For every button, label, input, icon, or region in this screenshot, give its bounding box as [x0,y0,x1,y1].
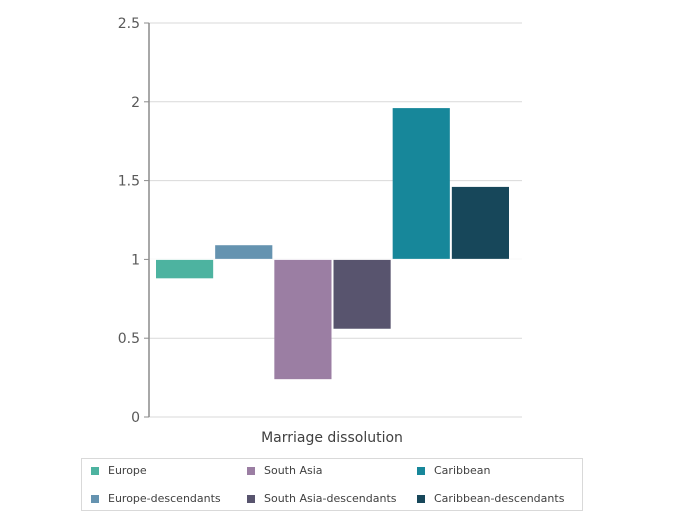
bar-europe [156,259,214,279]
legend-item-caribbean: Caribbean [417,464,490,477]
legend-label: Caribbean-descendants [434,492,565,505]
y-tick-label: 1 [131,252,140,268]
legend-item-europe-descendants: Europe-descendants [91,492,221,505]
legend-swatch [247,466,255,475]
legend-swatch [91,494,99,503]
bar-south-asia-descendants [333,259,391,329]
legend-item-south-asia: South Asia [247,464,323,477]
bar-south-asia [274,259,332,380]
category-label: Marriage dissolution [261,430,403,446]
legend-item-south-asia-descendants: South Asia-descendants [247,492,397,505]
legend-label: Europe-descendants [108,492,221,505]
bar-caribbean [392,108,450,260]
y-tick-label: 0 [131,410,140,426]
legend-item-europe: Europe [91,464,147,477]
legend: Europe South Asia Caribbean Europe-desce… [81,458,583,511]
legend-swatch [417,466,425,475]
legend-label: Europe [108,464,147,477]
legend-swatch [247,494,255,503]
bars [149,108,522,380]
legend-label: Caribbean [434,464,491,477]
legend-swatch [417,494,425,503]
legend-swatch [91,466,99,475]
y-tick-label: 1.5 [118,174,140,190]
y-axis-ticks: 0 0.5 1 1.5 2 2.5 [118,16,149,426]
legend-label: South Asia-descendants [264,492,397,505]
y-tick-label: 0.5 [118,331,140,347]
legend-item-caribbean-descendants: Caribbean-descendants [417,492,564,505]
legend-label: South Asia [264,464,323,477]
bar-europe-descendants [215,245,273,260]
y-tick-label: 2 [131,95,140,111]
y-tick-label: 2.5 [118,16,140,32]
bar-caribbean-descendants [451,186,509,260]
